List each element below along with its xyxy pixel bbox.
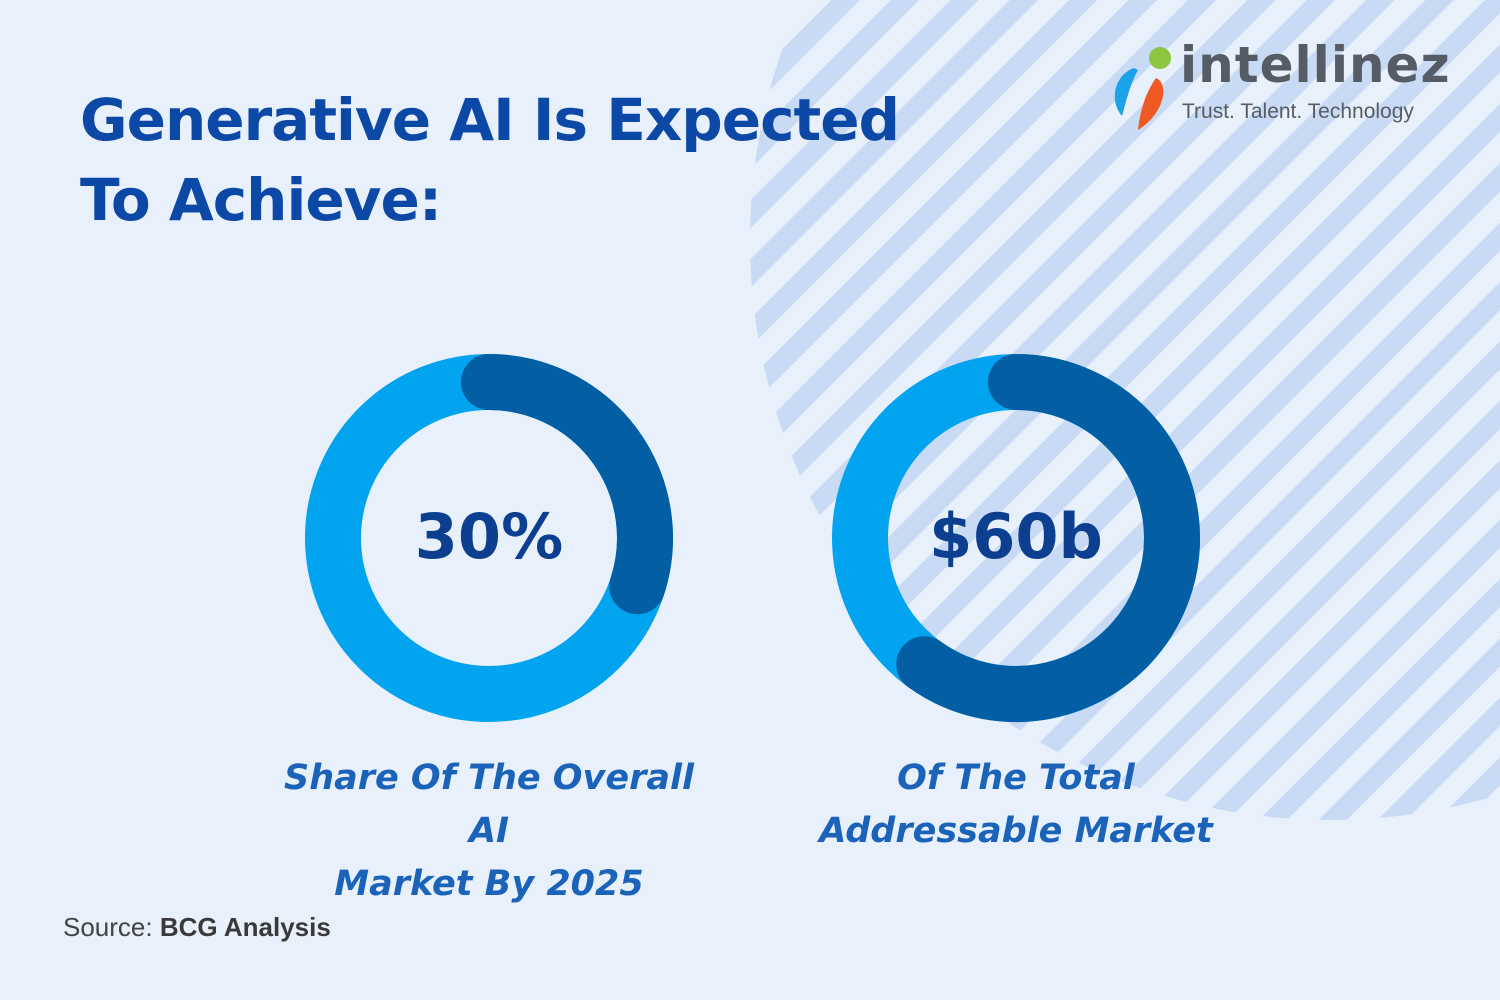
caption-line: Share Of The Overall AI bbox=[284, 758, 694, 851]
donut-2-value: $60b bbox=[929, 500, 1103, 573]
donut-1-caption: Share Of The Overall AI Market By 2025 bbox=[259, 752, 719, 911]
logo-wordmark: intellinez bbox=[1180, 36, 1451, 94]
page-title: Generative AI Is Expected To Achieve: bbox=[80, 86, 900, 234]
donut-2-caption: Of The Total Addressable Market bbox=[786, 752, 1246, 858]
caption-line: Addressable Market bbox=[819, 811, 1213, 851]
source-label: Source: bbox=[63, 912, 153, 942]
donut-1-value-arc bbox=[461, 354, 673, 615]
source-note: Source: BCG Analysis bbox=[63, 912, 331, 943]
caption-line: Of The Total bbox=[897, 758, 1135, 798]
logo-tagline: Trust. Talent. Technology bbox=[1182, 100, 1414, 123]
source-value: BCG Analysis bbox=[159, 912, 331, 942]
donut-1-value: 30% bbox=[414, 500, 564, 573]
logo-mark-icon bbox=[1114, 47, 1171, 130]
intellinez-logo: intellinez Trust. Talent. Technology bbox=[1108, 36, 1468, 134]
donut-2-value-arc bbox=[896, 354, 1200, 722]
caption-line: Market By 2025 bbox=[334, 864, 644, 904]
